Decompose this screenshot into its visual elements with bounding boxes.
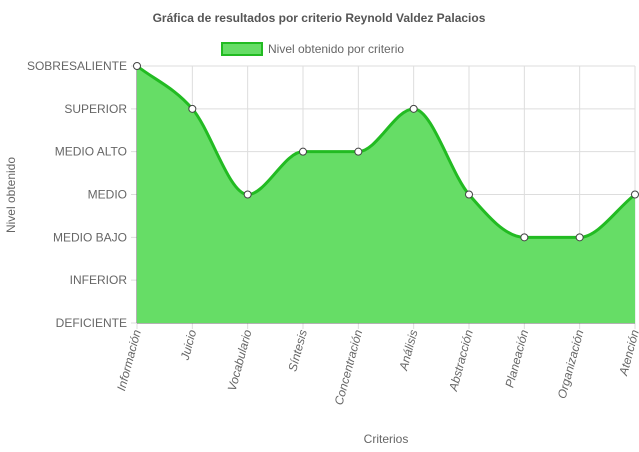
- legend[interactable]: Nivel obtenido por criterio: [221, 42, 404, 56]
- x-tick-label: Abstracción: [446, 328, 476, 393]
- data-point[interactable]: [631, 190, 639, 199]
- series-line: [136, 64, 636, 239]
- y-tick-label: SOBRESALIENTE: [27, 59, 127, 73]
- data-point[interactable]: [188, 104, 197, 113]
- data-point[interactable]: [354, 147, 363, 156]
- x-tick-label: Organización: [555, 328, 587, 400]
- data-point[interactable]: [520, 233, 529, 242]
- data-point[interactable]: [575, 233, 584, 242]
- x-tick-label: Análisis: [396, 328, 420, 373]
- y-tick-label: MEDIO: [88, 188, 127, 202]
- x-tick-label: Concentración: [332, 328, 366, 407]
- legend-swatch: [221, 42, 263, 56]
- y-tick-label: MEDIO BAJO: [53, 230, 127, 244]
- legend-label: Nivel obtenido por criterio: [268, 42, 404, 56]
- y-tick-label: MEDIO ALTO: [55, 145, 127, 159]
- x-tick-label: Información: [114, 328, 144, 392]
- data-point[interactable]: [243, 190, 252, 199]
- y-axis-title: Nivel obtenido: [4, 157, 18, 233]
- x-axis-title: Criterios: [364, 432, 409, 446]
- x-tick-label: Planeación: [502, 328, 531, 389]
- y-tick-label: DEFICIENTE: [56, 316, 127, 330]
- x-axis-ticks: Información Juicio Vocabulario Síntesis Conc…: [114, 328, 639, 407]
- series-area: [137, 66, 635, 323]
- data-point[interactable]: [409, 104, 418, 113]
- y-axis-ticks: DEFICIENTE INFERIOR MEDIO BAJO MEDIO MEDIO A…: [27, 59, 127, 330]
- x-tick-label: Síntesis: [285, 328, 310, 373]
- x-tick-label: Juicio: [178, 328, 200, 363]
- data-point[interactable]: [465, 190, 473, 199]
- data-point[interactable]: [133, 62, 141, 70]
- data-points: [133, 62, 639, 242]
- chart-title: Gráfica de resultados por criterio Reyno…: [153, 11, 486, 25]
- x-tick-label: Vocabulario: [225, 328, 255, 393]
- data-point[interactable]: [299, 147, 307, 156]
- y-tick-label: SUPERIOR: [64, 102, 127, 116]
- y-tick-label: INFERIOR: [70, 273, 128, 287]
- x-tick-label: Atención: [616, 328, 639, 378]
